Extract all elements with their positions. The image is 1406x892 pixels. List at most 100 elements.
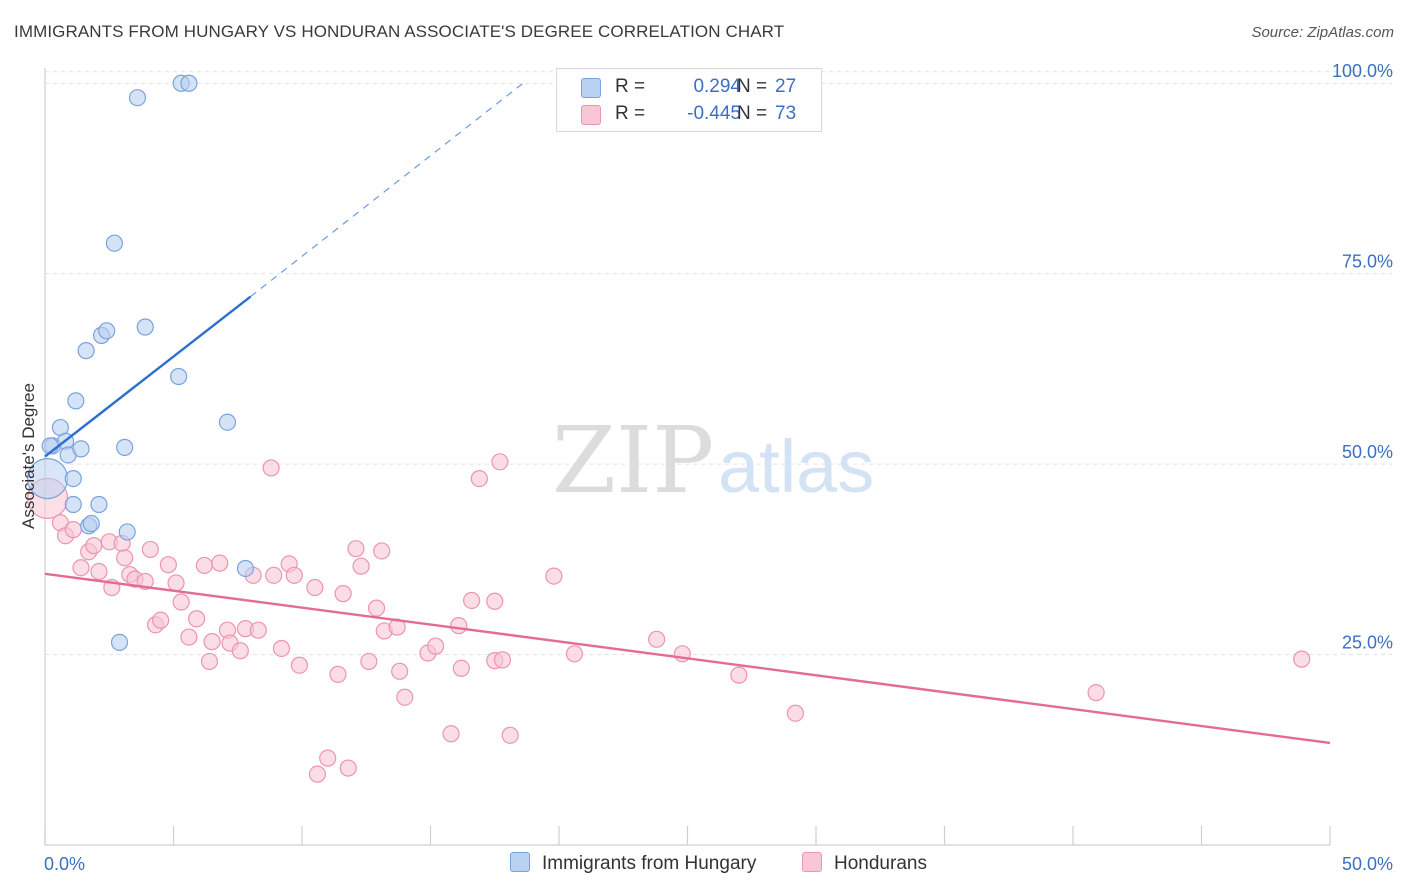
hondurans-point [1293,650,1311,668]
hondurans-point [167,574,185,592]
hondurans-point [493,651,512,669]
hondurans-point [195,556,213,575]
hondurans-point [306,578,324,597]
hondurans-point [141,540,159,559]
legend-swatch-blue [581,78,601,98]
hondurans-point [200,652,219,671]
hondurans-point [339,759,357,777]
hondurans-point [290,656,309,674]
hondurans-point [427,637,445,655]
hungary-point [64,495,82,514]
hondurans-point [159,556,177,574]
hondurans-point [262,459,280,477]
hungary-trend-extension [250,82,524,298]
hondurans-point [442,725,460,743]
watermark-zip: ZIP [552,407,714,514]
hondurans-point [308,765,327,783]
chart-title: IMMIGRANTS FROM HUNGARY VS HONDURAN ASSO… [14,22,785,41]
hondurans-point [319,749,337,767]
hondurans-point [352,557,370,575]
n-value: 73 [775,103,797,124]
legend-label-hungary: Immigrants from Hungary [542,853,757,874]
y-tick-label: 25.0% [1342,633,1393,653]
hondurans-point [272,639,291,658]
hondurans-point [491,453,509,471]
hondurans-point [391,662,409,680]
hungary-point [170,367,188,386]
hungary-point [136,318,154,336]
hungary-point [72,440,90,458]
hungary-point [98,322,116,340]
legend-item-hondurans[interactable]: Hondurans [802,852,927,875]
hondurans-point [565,645,584,663]
y-tick-label: 75.0% [1342,252,1393,272]
watermark: ZIP atlas [552,407,874,514]
n-value: 27 [775,76,797,97]
trend-lines [44,82,1331,745]
hondurans-point [116,549,134,567]
r-value: 0.294 [693,76,741,97]
r-label: R = [615,76,646,97]
hondurans-point [545,567,563,585]
hondurans-point [64,521,82,539]
r-label: R = [615,103,646,124]
hondurans-point [730,666,748,684]
hondurans-point [486,592,504,610]
hungary-point [64,469,82,488]
y-axis-title: Associate's Degree [19,383,38,529]
hondurans-point [188,610,206,628]
hondurans-point [203,633,221,651]
hondurans-point [648,630,666,648]
hungary-point [218,413,237,431]
correlation-legend: R = 0.294 N = 27 R = -0.445 N = 73 [556,68,822,132]
hondurans-point [470,469,488,488]
hondurans-point [180,628,198,646]
legend-label-hondurans: Hondurans [834,853,927,874]
hungary-point [118,523,136,541]
legend-item-hungary[interactable]: Immigrants from Hungary [510,852,756,875]
hungary-point [77,342,95,360]
n-label: N = [737,103,768,124]
hungary-point [116,438,134,456]
legend-swatch-pink [802,852,822,872]
hungary-point [236,559,255,578]
hondurans-point [1087,684,1105,702]
hondurans-point [152,611,170,629]
hondurans-point [285,566,303,584]
legend-swatch-pink [581,105,601,125]
hondurans-point [452,659,470,677]
chart-source: Source: ZipAtlas.com [1251,24,1394,41]
x-tick-label-min: 0.0% [44,854,85,874]
hondurans-point [396,688,414,706]
hondurans-point [367,599,386,617]
hungary-point [90,495,108,514]
legend-swatch-blue [510,852,530,872]
hondurans-point [172,593,190,611]
hondurans-point [360,652,378,671]
hondurans-point [347,540,365,558]
hondurans-trend-line [44,572,1331,745]
hondurans-point [501,726,519,744]
hondurans-point [211,554,229,572]
hondurans-point [786,704,805,722]
hondurans-point [373,542,391,560]
hondurans-point [72,559,90,577]
hondurans-point [249,621,267,639]
hondurans-point [334,585,352,603]
hondurans-point [463,591,481,610]
hungary-trend-line [44,295,252,458]
hondurans-point [450,617,468,635]
hungary-point [128,89,147,107]
n-label: N = [737,76,768,97]
y-tick-label: 50.0% [1342,442,1393,462]
hungary-point [67,392,85,410]
hondurans-point [265,566,283,584]
hondurans-point [231,642,249,660]
hondurans-point [90,562,108,581]
y-tick-label: 100.0% [1332,61,1393,81]
hondurans-point [85,537,103,555]
hungary-point [110,633,129,651]
hungary-point [105,234,123,252]
hondurans-point [329,665,347,683]
